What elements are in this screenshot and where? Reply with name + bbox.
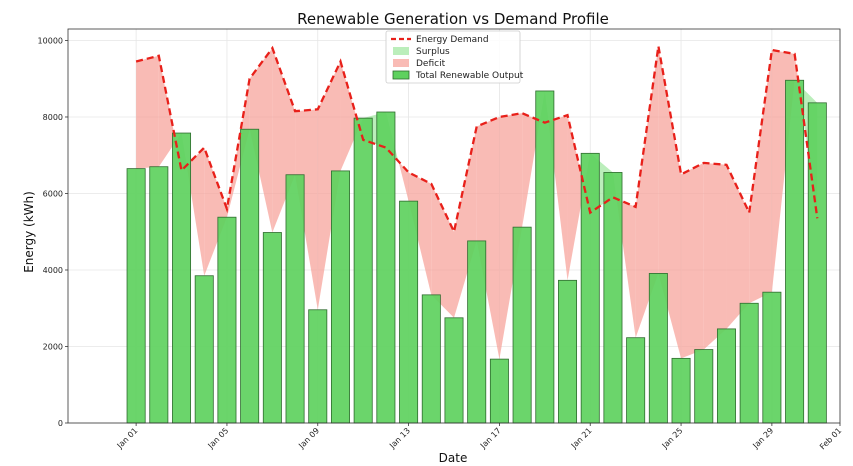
bar-2024-01-22: [603, 172, 623, 424]
bar-2024-01-28: [739, 302, 759, 424]
x-tick-label: Jan 17: [478, 426, 503, 451]
legend-output-swatch: [392, 70, 410, 80]
deficit-area: [476, 116, 500, 360]
deficit-area: [726, 164, 750, 329]
y-axis-title: Energy (kWh): [22, 191, 36, 273]
bar-2024-01-25: [671, 357, 691, 424]
deficit-area: [317, 61, 341, 310]
bar-2024-01-11: [353, 117, 373, 424]
bar-2024-01-14: [421, 294, 441, 424]
deficit-area: [703, 162, 727, 350]
bar-2024-01-15: [444, 317, 464, 424]
x-axis-title: Date: [439, 451, 468, 465]
x-tick-label: Jan 01: [115, 426, 140, 451]
x-tick-label: Jan 29: [751, 426, 776, 451]
y-tick-label: 4000: [43, 266, 63, 275]
bar-2024-01-07: [262, 232, 282, 424]
legend-box: [385, 30, 521, 84]
bar-2024-01-21: [580, 152, 600, 424]
bar-2024-01-23: [626, 337, 646, 424]
plot-frame: [67, 28, 841, 424]
bar-2024-01-10: [330, 170, 350, 424]
deficit-area: [136, 55, 159, 169]
deficit-area: [499, 113, 523, 360]
bar-2024-01-08: [285, 174, 305, 424]
bar-layer: [126, 79, 827, 424]
deficit-area: [635, 46, 659, 338]
deficit-area: [204, 147, 227, 276]
deficit-area: [681, 162, 704, 359]
bar-2024-01-20: [558, 279, 578, 424]
bar-2024-01-17: [489, 358, 509, 424]
fill-layer: [136, 46, 818, 360]
y-tick-label: 10000: [38, 36, 63, 45]
bar-2024-01-24: [648, 273, 668, 424]
bar-2024-01-13: [399, 200, 419, 424]
deficit-area: [431, 183, 454, 318]
chart-title: Renewable Generation vs Demand Profile: [297, 10, 609, 28]
bar-2024-01-29: [762, 291, 782, 424]
x-tick-label: Jan 25: [660, 426, 685, 451]
legend-label: Energy Demand: [416, 35, 489, 45]
legend-deficit-swatch: [393, 59, 409, 67]
deficit-area: [158, 55, 176, 167]
bar-2024-01-31: [807, 102, 827, 424]
legend: Energy Demand Surplus Deficit Total Renewab…: [385, 30, 524, 84]
y-tick-label: 2000: [43, 342, 63, 351]
deficit-area: [340, 61, 360, 171]
x-tick-label: Jan 05: [206, 426, 231, 451]
bar-2024-01-05: [217, 216, 237, 424]
bar-2024-01-06: [240, 128, 260, 424]
y-tick-label: 8000: [43, 113, 63, 122]
y-tick-label: 0: [58, 419, 63, 428]
bar-2024-01-27: [716, 328, 736, 424]
bar-2024-01-04: [194, 275, 214, 424]
line-layer: [135, 45, 819, 236]
deficit-area: [186, 147, 205, 276]
bar-2024-01-02: [149, 166, 169, 424]
deficit-area: [749, 50, 772, 304]
deficit-area: [454, 126, 477, 318]
x-tick-label: Feb 01: [818, 426, 843, 451]
x-tick-label: Jan 21: [569, 426, 594, 451]
bar-2024-01-19: [535, 90, 555, 424]
bar-2024-01-09: [308, 309, 328, 424]
legend-surplus-swatch: [393, 47, 409, 55]
deficit-area: [295, 109, 318, 310]
bar-2024-01-26: [694, 349, 714, 424]
deficit-area: [567, 115, 585, 281]
energy-demand-line: [135, 45, 819, 236]
x-tick-label: Jan 09: [296, 426, 321, 451]
bar-2024-01-30: [785, 79, 805, 424]
bar-2024-01-18: [512, 226, 532, 424]
bar-2024-01-01: [126, 168, 146, 424]
y-tick-label: 6000: [43, 189, 63, 198]
bar-2024-01-03: [172, 132, 192, 424]
legend-label: Total Renewable Output: [415, 71, 524, 81]
legend-label: Deficit: [416, 59, 446, 69]
bar-2024-01-12: [376, 111, 396, 424]
legend-label: Surplus: [416, 47, 450, 57]
deficit-area: [249, 48, 273, 233]
bar-2024-01-16: [467, 240, 487, 424]
x-tick-label: Jan 13: [387, 426, 412, 451]
